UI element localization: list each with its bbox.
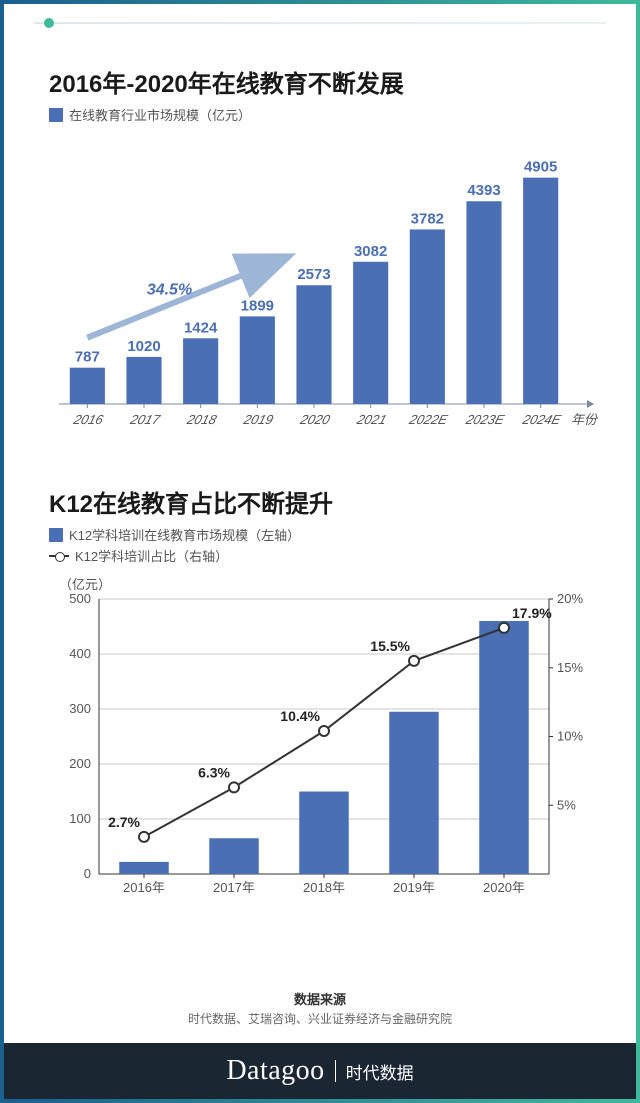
chart2-legend-row1: K12学科培训在线教育市场规模（左轴） — [49, 525, 591, 544]
bar-value-label: 1899 — [241, 297, 274, 314]
line-marker — [229, 782, 239, 792]
footer-sub: 时代数据 — [346, 1059, 414, 1084]
line-value-label: 15.5% — [370, 638, 410, 654]
x-tick-label: 2020 — [298, 412, 332, 427]
chart2-section: K12在线教育占比不断提升 K12学科培训在线教育市场规模（左轴） K12学科培… — [49, 484, 591, 909]
y-right-tick-label: 15% — [557, 660, 583, 675]
line-marker-swatch — [49, 555, 69, 557]
x-tick-label: 2017 — [128, 412, 162, 427]
y-left-tick-label: 400 — [69, 646, 91, 661]
source-block: 数据来源 时代数据、艾瑞咨询、兴业证券经济与金融研究院 — [4, 989, 636, 1027]
y-left-tick-label: 0 — [84, 866, 91, 881]
bar — [389, 712, 439, 874]
line-value-label: 6.3% — [198, 764, 230, 780]
line-marker — [409, 656, 419, 666]
line-value-label: 17.9% — [512, 605, 552, 621]
chart1-plot: 787 2016 1020 2017 1424 2018 1899 2019 2573 2020 3… — [49, 134, 591, 444]
y-left-tick-label: 100 — [69, 811, 91, 826]
source-text: 时代数据、艾瑞咨询、兴业证券经济与金融研究院 — [4, 1010, 636, 1027]
chart2-svg: （亿元） 0 100 200 300 400 500 5% 10% 15% 20% 2016年 2017… — [49, 569, 599, 909]
x-tick-label: 2016年 — [123, 880, 165, 895]
bar — [299, 792, 349, 875]
bar — [479, 621, 529, 874]
chart1-legend: 在线教育行业市场规模（亿元） — [49, 105, 591, 124]
footer-brand: Datagoo — [226, 1055, 324, 1087]
y-right-tick-label: 10% — [557, 729, 583, 744]
x-tick-label: 2023E — [463, 412, 506, 427]
bar — [126, 357, 161, 404]
bar — [410, 229, 445, 404]
chart1-legend-label: 在线教育行业市场规模（亿元） — [69, 105, 251, 124]
bar — [119, 862, 169, 874]
bar-swatch — [49, 108, 63, 122]
chart2-legend-row2: K12学科培训占比（右轴） — [49, 546, 591, 565]
y-left-tick-label: 200 — [69, 756, 91, 771]
growth-arrow-label: 34.5% — [147, 282, 192, 299]
bar-swatch — [49, 528, 63, 542]
bar — [466, 201, 501, 404]
x-tick-label: 2020年 — [483, 880, 525, 895]
line-value-label: 2.7% — [108, 814, 140, 830]
y-left-unit: （亿元） — [59, 577, 111, 592]
line-marker — [139, 832, 149, 842]
x-tick-label: 2016 — [71, 412, 105, 427]
x-tick-label: 2024E — [520, 412, 563, 427]
footer-divider — [335, 1060, 336, 1082]
y-left-tick-label: 300 — [69, 701, 91, 716]
x-tick-label: 2019年 — [393, 880, 435, 895]
bar — [296, 285, 331, 404]
top-decorative-line — [34, 22, 606, 24]
footer-bar: Datagoo 时代数据 — [4, 1043, 636, 1099]
line-marker — [499, 623, 509, 633]
x-tick-label: 2018 — [184, 412, 218, 427]
bar-value-label: 787 — [75, 349, 100, 366]
source-heading: 数据来源 — [4, 989, 636, 1008]
page: 2016年-2020年在线教育不断发展 在线教育行业市场规模（亿元） 787 20… — [0, 0, 640, 1103]
bar-value-label: 4905 — [524, 159, 557, 176]
x-tick-label: 2022E — [407, 412, 450, 427]
chart2-legend2-label: K12学科培训占比（右轴） — [75, 546, 228, 565]
chart1-svg: 787 2016 1020 2017 1424 2018 1899 2019 2573 2020 3… — [49, 134, 599, 444]
y-right-tick-label: 20% — [557, 591, 583, 606]
bar-value-label: 3082 — [354, 243, 387, 260]
bar — [70, 368, 105, 404]
line-marker — [319, 726, 329, 736]
bar — [183, 338, 218, 404]
bar-value-label: 4393 — [467, 182, 500, 199]
x-tick-label: 2021 — [354, 412, 388, 427]
chart2-legend1-label: K12学科培训在线教育市场规模（左轴） — [69, 525, 300, 544]
bar — [240, 316, 275, 404]
bar — [523, 178, 558, 404]
bar — [353, 262, 388, 404]
x-axis-title: 年份 — [571, 412, 599, 427]
chart2-title: K12在线教育占比不断提升 — [49, 484, 591, 519]
y-left-tick-label: 500 — [69, 591, 91, 606]
chart1-title: 2016年-2020年在线教育不断发展 — [49, 64, 591, 99]
top-decorative-dot — [44, 18, 54, 28]
x-tick-label: 2018年 — [303, 880, 345, 895]
line-value-label: 10.4% — [280, 708, 320, 724]
bar-value-label: 1424 — [184, 319, 218, 336]
x-tick-label: 2017年 — [213, 880, 255, 895]
x-tick-label: 2019 — [241, 412, 275, 427]
chart2-plot: （亿元） 0 100 200 300 400 500 5% 10% 15% 20% 2016年 2017… — [49, 569, 591, 909]
y-right-tick-label: 5% — [557, 797, 576, 812]
bar-value-label: 1020 — [127, 338, 160, 355]
chart1-section: 2016年-2020年在线教育不断发展 在线教育行业市场规模（亿元） 787 20… — [49, 64, 591, 444]
bar — [209, 838, 259, 874]
bar-value-label: 2573 — [297, 266, 330, 283]
bar-value-label: 3782 — [411, 210, 444, 227]
